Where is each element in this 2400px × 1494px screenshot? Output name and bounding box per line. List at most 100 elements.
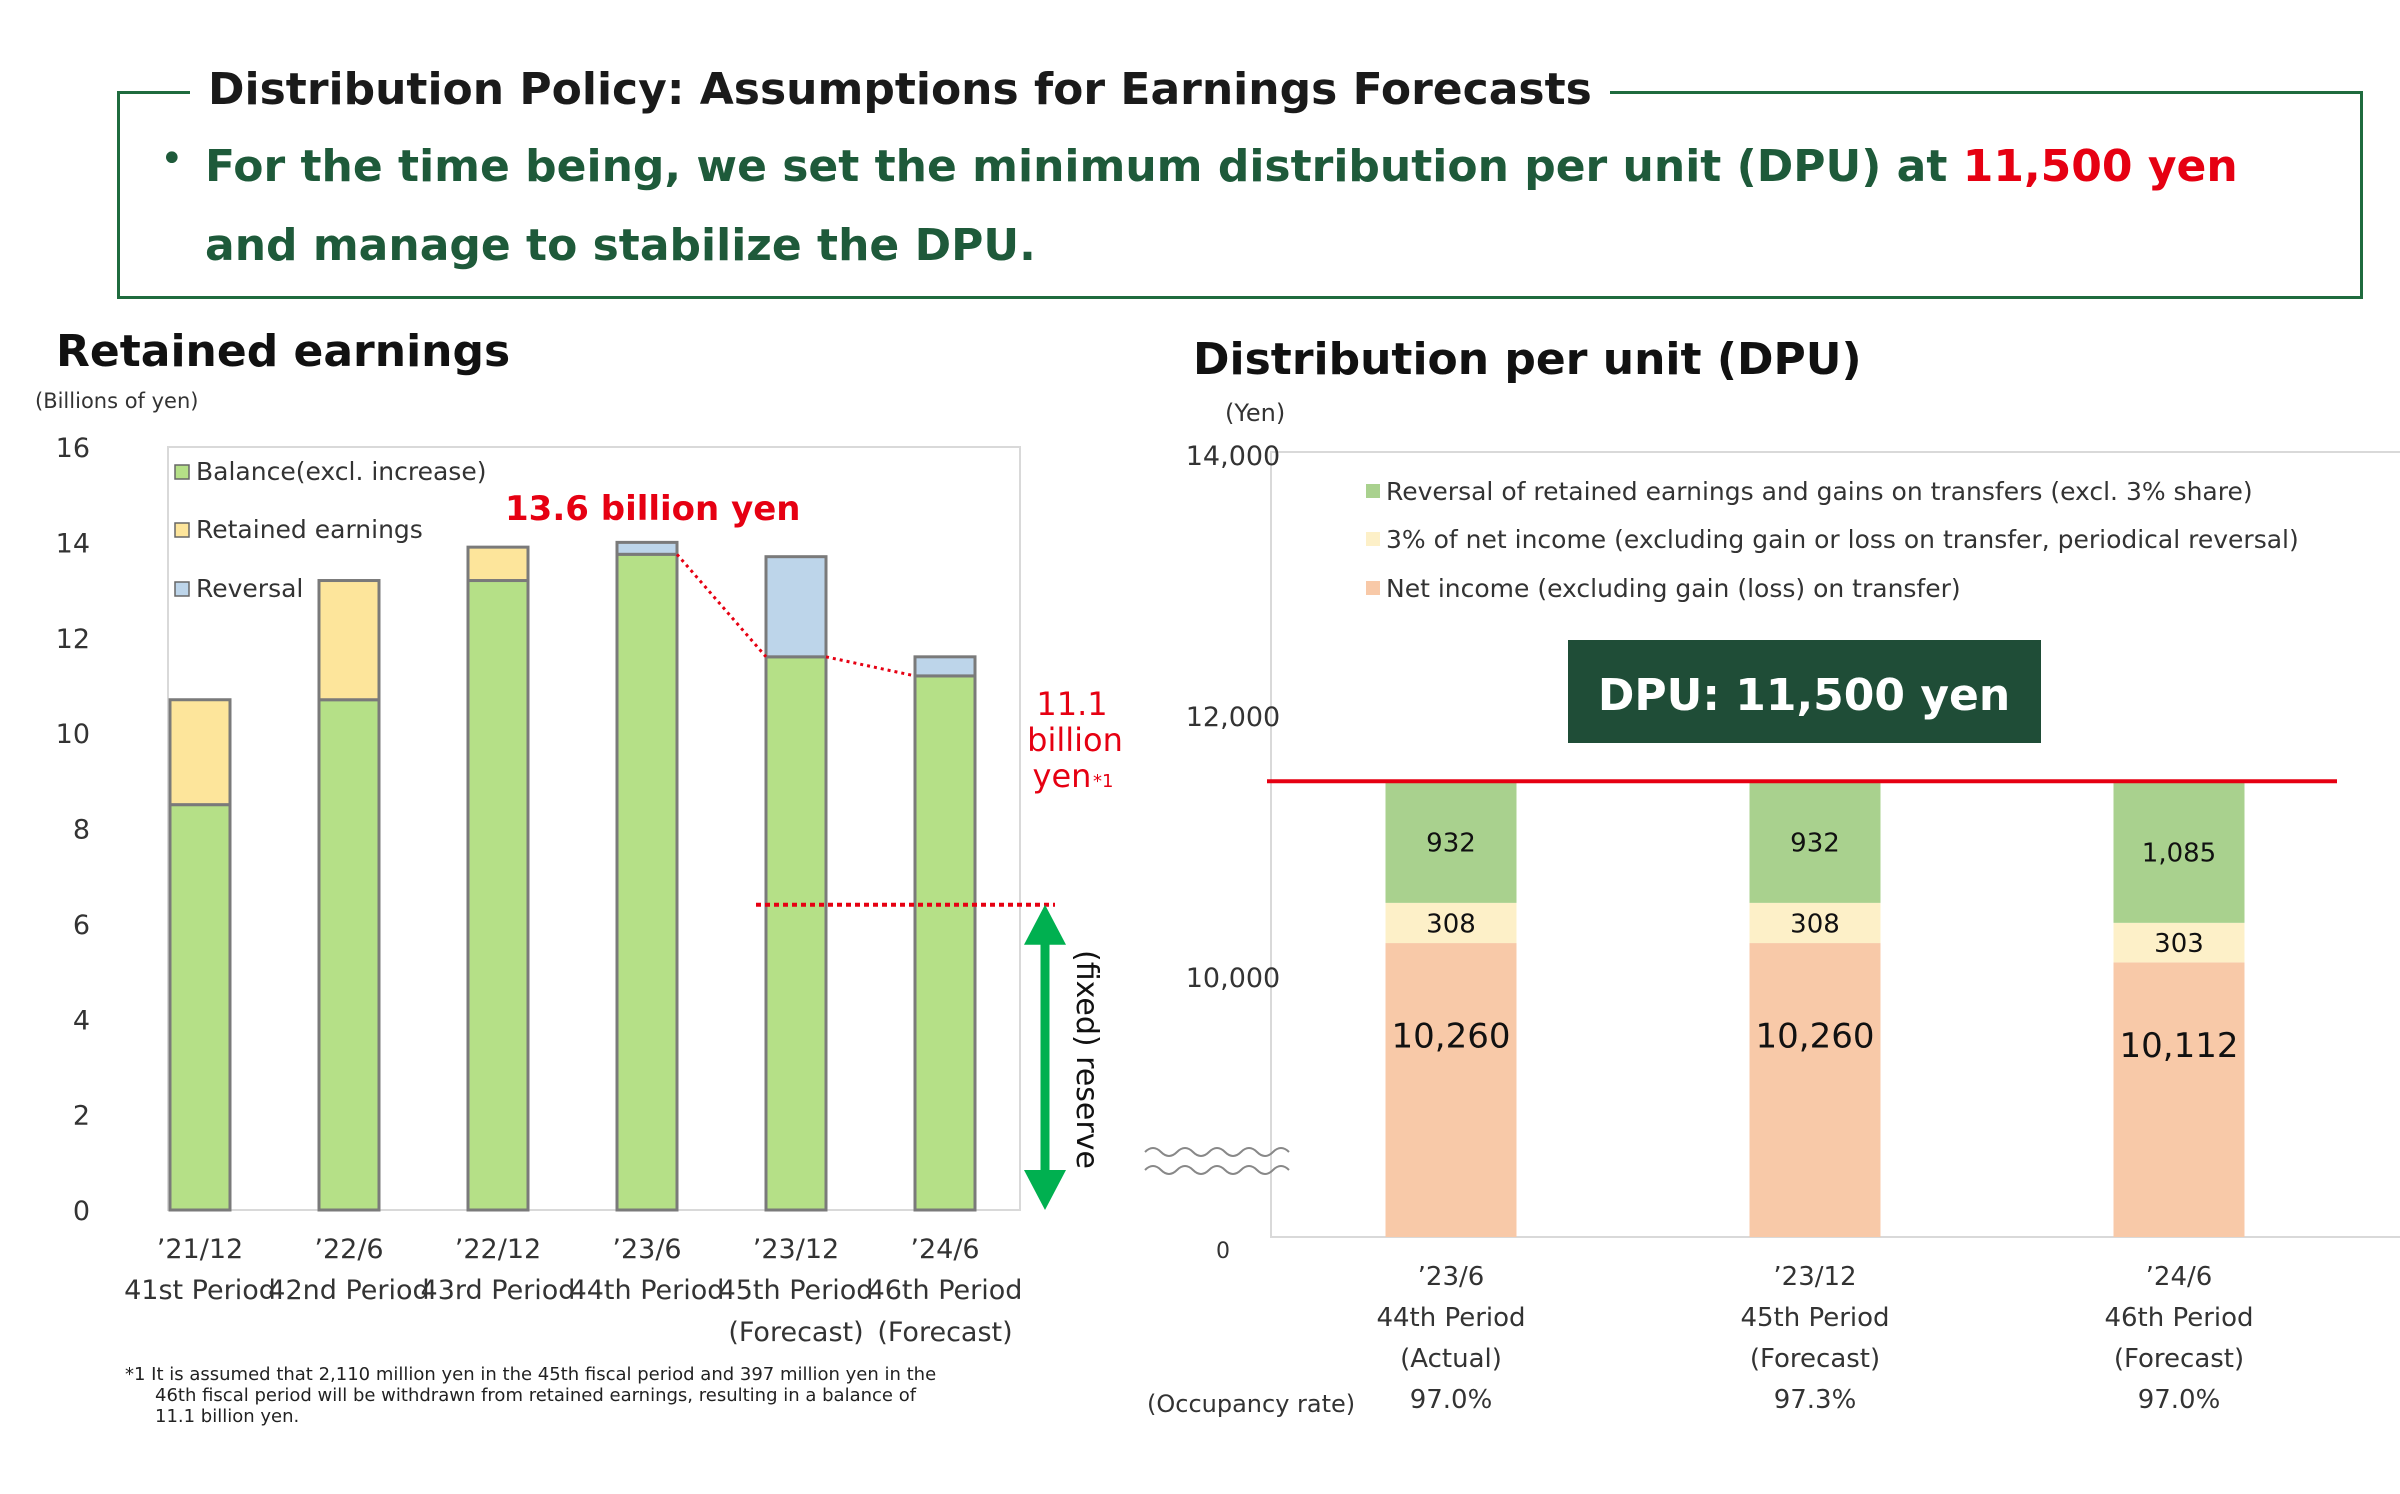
left-bar-segment (168, 698, 232, 807)
dpu-bar-segment (2113, 922, 2245, 963)
dpu-bar-segment (2113, 781, 2245, 923)
right-xtick-label: ’23/12 (1773, 1262, 1856, 1292)
retained-earnings-chart: (Billions of yen) 0 2 4 6 8 10 12 14 16 ’21/12 41… (35, 389, 1123, 1348)
left-plot-frame (167, 446, 1021, 1211)
right-ytick-label: 14,000 (1186, 441, 1280, 472)
policy-title: Distribution Policy: Assumptions for Ear… (190, 60, 1610, 120)
right-xtick-label: (Forecast) (1750, 1344, 1880, 1374)
reserve-label: (fixed) reserve (1069, 950, 1104, 1169)
dpu-banner-box (1568, 640, 2041, 743)
right-ytick-label: 10,000 (1186, 963, 1280, 994)
dpu-highlight: 11,500 yen (1962, 141, 2238, 192)
left-ytick-label: 2 (73, 1101, 90, 1132)
dpu-segment-label: 1,085 (2142, 838, 2216, 868)
callout-13-6: 13.6 billion yen (505, 489, 801, 529)
policy-line-2: and manage to stabilize the DPU. (205, 220, 1036, 271)
left-ytick-label: 14 (56, 528, 90, 559)
dpu-segment-label: 932 (1790, 828, 1840, 858)
dpu-segment-label: 10,112 (2120, 1026, 2239, 1066)
right-xtick-label: 46th Period (2104, 1303, 2253, 1333)
dpu-chart: (Yen) 10,000 12,000 14,000 0 10,260 308 932 1… (1144, 399, 2400, 1418)
footnote-line-3: 11.1 billion yen. (155, 1406, 300, 1427)
left-bar-segment (317, 579, 381, 702)
dpu-title: Distribution per unit (DPU) (1193, 334, 1862, 385)
footnote-line-2: 46th fiscal period will be withdrawn fro… (155, 1385, 917, 1406)
dpu-bar-segment (1749, 943, 1881, 1237)
left-bar-segment (168, 803, 232, 1212)
right-xtick-label: 97.0% (2138, 1385, 2221, 1415)
left-legend-swatch (174, 464, 190, 480)
callout-11-1-line3: yen (1033, 757, 1092, 795)
left-ytick-label: 16 (56, 433, 90, 464)
left-legend-swatch (174, 581, 190, 597)
left-xtick-label: ’23/12 (753, 1234, 839, 1265)
left-ytick-label: 4 (73, 1005, 90, 1036)
footnote-line-1: *1 It is assumed that 2,110 million yen … (125, 1364, 937, 1385)
left-bar-segment (317, 698, 381, 1212)
dpu-bar-segment (1385, 781, 1517, 903)
right-xtick-label: 97.3% (1774, 1385, 1857, 1415)
left-bar-segment (913, 655, 977, 678)
callout-11-1-line2: billion (1027, 721, 1123, 759)
left-ytick-label: 10 (56, 719, 90, 750)
dpu-bar-segment (1385, 902, 1517, 944)
left-xtick-label: ’22/6 (314, 1234, 383, 1265)
left-bar-segment (615, 552, 679, 1212)
left-xtick-label: ’24/6 (910, 1234, 979, 1265)
dpu-banner-text: DPU: 11,500 yen (1598, 670, 2010, 721)
trend-dotted-line (825, 655, 916, 678)
left-bar-segment (615, 540, 679, 556)
dpu-bar-segment (2113, 962, 2245, 1237)
left-xtick-label: 46th Period (868, 1275, 1023, 1306)
policy-line-1: For the time being, we set the minimum d… (205, 137, 2238, 197)
reserve-arrow-up-icon (1024, 904, 1066, 945)
dpu-segment-label: 303 (2154, 929, 2204, 959)
right-xtick-label: (Forecast) (2114, 1344, 2244, 1374)
policy-line-1-text: For the time being, we set the minimum d… (205, 141, 1963, 192)
right-legend-label: Net income (excluding gain (loss) on tra… (1386, 574, 1961, 603)
dpu-segment-label: 10,260 (1756, 1016, 1875, 1056)
axis-break-icon: 0 (1144, 1147, 1290, 1264)
left-xtick-label: ’21/12 (157, 1234, 243, 1265)
left-ytick-label: 0 (73, 1196, 90, 1227)
callout-footnote-mark: *1 (1093, 771, 1113, 792)
axis-zero-label: 0 (1216, 1239, 1230, 1264)
right-xtick-label: 97.0% (1410, 1385, 1493, 1415)
retained-earnings-title: Retained earnings (56, 326, 511, 377)
left-xtick-label: (Forecast) (877, 1317, 1012, 1348)
left-ytick-label: 8 (73, 815, 90, 846)
dpu-bar-segment (1385, 943, 1517, 1237)
dpu-segment-label: 308 (1790, 909, 1840, 939)
left-annotations: 13.6 billion yen 11.1 billion yen *1 (fi… (505, 489, 1123, 1210)
dpu-bar-segment (1749, 781, 1881, 903)
left-ytick-label: 6 (73, 910, 90, 941)
left-bar-segment (764, 555, 828, 659)
trend-dotted-line (675, 553, 768, 658)
occupancy-label: (Occupancy rate) (1147, 1390, 1355, 1418)
dpu-banner: DPU: 11,500 yen (1568, 640, 2041, 743)
left-bar-segment (466, 579, 530, 1212)
right-xtick-label: ’24/6 (2146, 1262, 2213, 1292)
left-xtick-label: (Forecast) (728, 1317, 863, 1348)
right-xtick-label: 45th Period (1740, 1303, 1889, 1333)
left-legend-swatch (174, 522, 190, 538)
footnote: *1 It is assumed that 2,110 million yen … (125, 1364, 985, 1427)
left-xtick-label: 45th Period (719, 1275, 874, 1306)
left-xtick-label: ’23/6 (612, 1234, 681, 1265)
right-xtick-label: (Actual) (1400, 1344, 1502, 1374)
dpu-segment-label: 932 (1426, 828, 1476, 858)
left-xtick-label: 43rd Period (421, 1275, 576, 1306)
right-xtick-label: ’23/6 (1418, 1262, 1485, 1292)
right-legend-label: 3% of net income (excluding gain or loss… (1386, 525, 2299, 554)
left-xtick-label: 42nd Period (268, 1275, 429, 1306)
left-ytick-label: 12 (56, 624, 90, 655)
right-legend-label: Reversal of retained earnings and gains … (1386, 477, 2253, 506)
left-xtick-label: ’22/12 (455, 1234, 541, 1265)
right-plot-frame (1270, 451, 2400, 1238)
right-legend-swatch (1366, 581, 1380, 595)
left-bar-segment (913, 674, 977, 1212)
callout-11-1-line1: 11.1 (1036, 685, 1107, 723)
right-ytick-label: 12,000 (1186, 702, 1280, 733)
left-xtick-label: 41st Period (124, 1275, 276, 1306)
bullet-icon: • (160, 136, 184, 182)
